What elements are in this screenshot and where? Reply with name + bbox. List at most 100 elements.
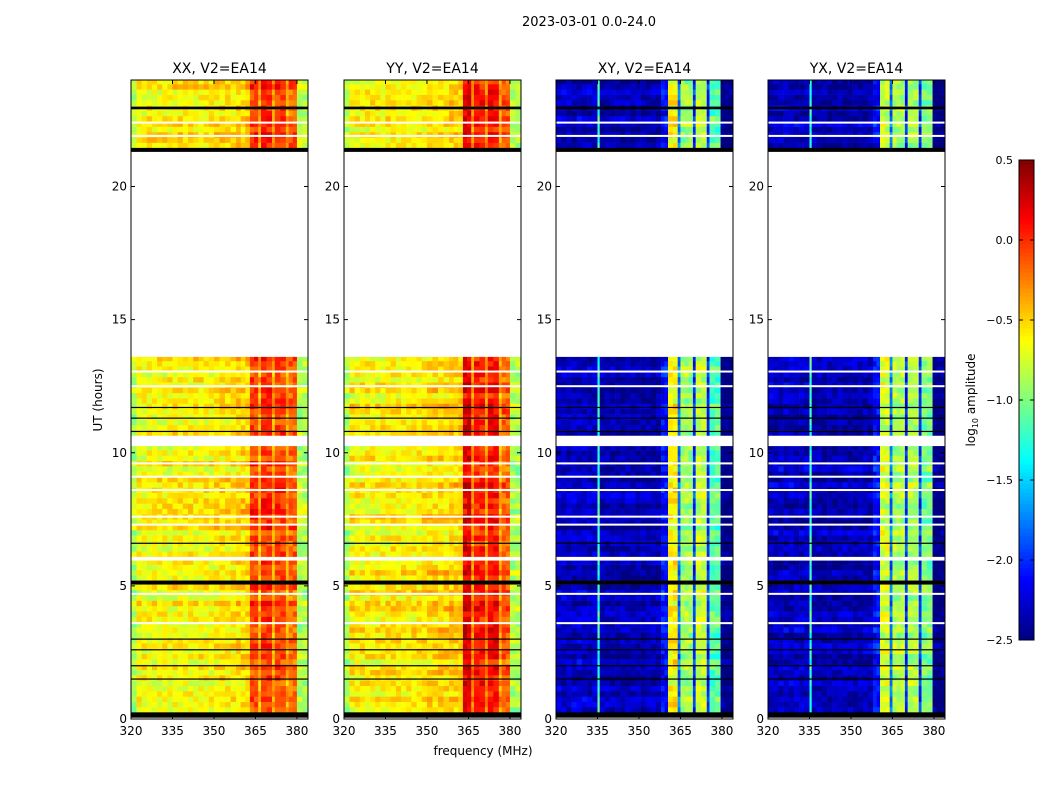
heatmap-cell [433, 670, 439, 676]
heatmap-cell [241, 509, 246, 515]
heatmap-cell [454, 377, 459, 383]
heatmap-cell [250, 111, 254, 117]
heatmap-cell [502, 450, 506, 456]
heatmap-cell [275, 707, 281, 713]
heatmap-cell [275, 654, 281, 660]
heatmap-cell [286, 570, 289, 576]
heatmap-cell [350, 670, 355, 676]
heatmap-cell [401, 493, 406, 499]
heatmap-cell [261, 398, 267, 404]
heatmap-cell [236, 388, 241, 394]
heatmap-cell [406, 446, 411, 450]
heatmap-cell [172, 143, 177, 149]
gap-line [131, 135, 308, 137]
heatmap-cell [506, 595, 510, 601]
heatmap-cell [183, 606, 188, 612]
heatmap-cell [458, 535, 463, 541]
heatmap-cell [427, 414, 433, 420]
heatmap-cell [385, 654, 390, 660]
heatmap-cell [131, 616, 137, 622]
heatmap-cell [250, 632, 254, 638]
heatmap-cell [350, 686, 355, 692]
heatmap-cell [380, 455, 385, 461]
heatmap-cell [258, 585, 261, 591]
heatmap-cell [214, 675, 220, 681]
heatmap-cell [485, 696, 488, 702]
heatmap-cell [209, 377, 214, 383]
heatmap-cell [193, 493, 198, 499]
heatmap-cell [375, 659, 380, 665]
heatmap-cell [422, 425, 427, 431]
heatmap-cell [231, 570, 237, 576]
heatmap-cell [258, 419, 261, 425]
heatmap-cell [433, 675, 439, 681]
heatmap-cell [286, 388, 289, 394]
heatmap-cell [385, 546, 390, 552]
heatmap-cell [214, 686, 220, 692]
heatmap-cell [272, 691, 275, 697]
heatmap-cell [474, 466, 480, 472]
heatmap-cell [458, 398, 463, 404]
heatmap-cell [463, 503, 467, 509]
heatmap-cell [355, 419, 360, 425]
heatmap-cell [401, 425, 406, 431]
heatmap-cell [463, 643, 467, 649]
heatmap-cell [401, 654, 406, 660]
heatmap-cell [355, 601, 360, 607]
heatmap-cell [188, 111, 193, 117]
heatmap-cell [225, 546, 231, 552]
heatmap-cell [427, 680, 433, 686]
heatmap-cell [131, 357, 137, 361]
heatmap-cell [449, 691, 454, 697]
heatmap-cell [241, 611, 246, 617]
heatmap-cell [427, 466, 433, 472]
heatmap-cell [172, 670, 177, 676]
heatmap-cell [370, 535, 375, 541]
heatmap-cell [355, 696, 360, 702]
heatmap-cell [506, 377, 510, 383]
heatmap-cell [380, 498, 385, 504]
heatmap-cell [172, 551, 177, 557]
heatmap-cell [261, 659, 267, 665]
heatmap-cell [467, 691, 471, 697]
heatmap-cell [344, 675, 350, 681]
heatmap-cell [485, 675, 488, 681]
heatmap-cell [493, 696, 499, 702]
heatmap-cell [417, 561, 422, 565]
heatmap-cell [355, 565, 360, 571]
heatmap-cell [471, 686, 474, 692]
heatmap-cell [375, 601, 380, 607]
heatmap-cell [261, 686, 267, 692]
heatmap-cell [258, 482, 261, 488]
heatmap-cell [417, 707, 422, 713]
heatmap-cell [275, 643, 281, 649]
heatmap-cell [502, 546, 506, 552]
heatmap-cell [360, 570, 365, 576]
heatmap-cell [261, 361, 267, 367]
heatmap-cell [152, 116, 157, 122]
heatmap-cell [183, 535, 188, 541]
heatmap-cell [302, 595, 308, 601]
panel-title: XX, V2=EA14 [172, 61, 267, 77]
heatmap-cell [261, 535, 267, 541]
heatmap-cell [280, 414, 286, 420]
heatmap-cell [245, 611, 250, 617]
heatmap-cell [396, 670, 401, 676]
heatmap-cell [444, 654, 450, 660]
heatmap-cell [433, 611, 439, 617]
heatmap-cell [209, 503, 214, 509]
heatmap-cell [438, 643, 444, 649]
heatmap-cell [167, 686, 172, 692]
heatmap-cell [355, 450, 360, 456]
heatmap-cell [157, 84, 162, 90]
heatmap-cell [297, 570, 303, 576]
heatmap-cell [172, 530, 177, 536]
heatmap-cell [370, 455, 375, 461]
heatmap-cell [433, 565, 439, 571]
heatmap-cell [209, 419, 214, 425]
heatmap-cell [488, 419, 494, 425]
heatmap-cell [471, 565, 474, 571]
heatmap-cell [147, 680, 152, 686]
heatmap-cell [157, 551, 162, 557]
heatmap-cell [391, 680, 396, 686]
